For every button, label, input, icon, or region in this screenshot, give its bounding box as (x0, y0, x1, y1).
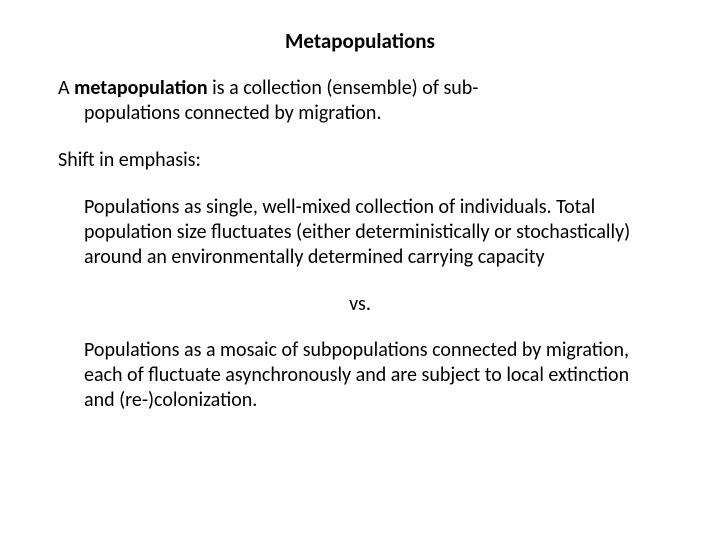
shift-label: Shift in emphasis: (58, 148, 662, 173)
emphasis-block-2: Populations as a mosaic of subpopulation… (58, 338, 662, 413)
definition-prefix: A (58, 76, 74, 100)
emphasis-block-1: Populations as single, well-mixed collec… (58, 195, 662, 270)
vs-separator: vs. (58, 292, 662, 316)
slide-container: Metapopulations A metapopulation is a co… (0, 0, 720, 557)
slide-title: Metapopulations (58, 28, 662, 54)
definition-line-2: populations connected by migration. (58, 101, 662, 126)
definition-line-1: A metapopulation is a collection (ensemb… (58, 76, 662, 101)
definition-bold-term: metapopulation (74, 76, 208, 100)
definition-rest-line-1: is a collection (ensemble) of sub- (208, 76, 479, 100)
definition-paragraph: A metapopulation is a collection (ensemb… (58, 76, 662, 126)
